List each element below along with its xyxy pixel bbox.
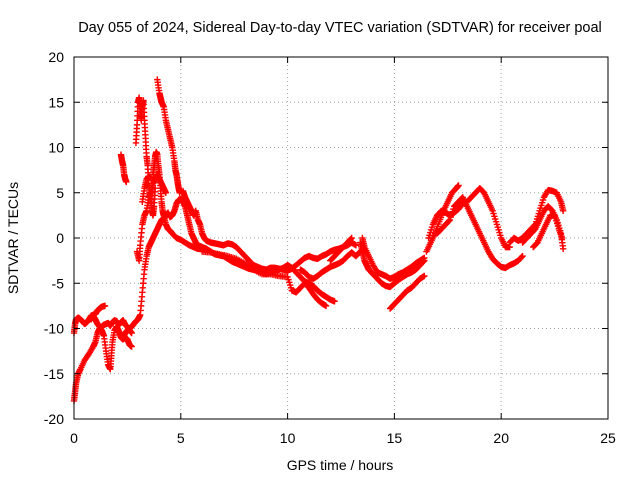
data-point <box>559 207 567 215</box>
series-track-p <box>359 234 428 282</box>
series-track-g <box>133 171 170 264</box>
data-point <box>348 234 355 242</box>
x-tick-label: 25 <box>600 430 616 446</box>
y-tick-label: 20 <box>48 49 64 65</box>
series-track-h <box>139 173 155 205</box>
data-point <box>162 189 170 196</box>
series-track-l <box>198 248 330 310</box>
data-point <box>101 302 109 310</box>
data-point <box>331 298 338 305</box>
y-tick-label: -15 <box>44 366 64 382</box>
series-track-e <box>117 151 130 186</box>
series-track-j <box>154 76 183 196</box>
series-track-t <box>433 194 526 272</box>
data-points <box>70 76 567 405</box>
data-point <box>322 302 330 310</box>
x-tick-label: 10 <box>280 430 296 446</box>
y-axis-label: SDTVAR / TECUs <box>5 182 21 294</box>
data-point <box>559 245 567 253</box>
y-tick-label: 15 <box>48 94 64 110</box>
series-track-f <box>132 94 159 219</box>
series-track-w <box>530 212 566 251</box>
y-tick-label: -10 <box>44 321 64 337</box>
series-track-k <box>179 187 360 274</box>
y-tick-label: 10 <box>48 140 64 156</box>
chart-title: Day 055 of 2024, Sidereal Day-to-day VTE… <box>78 20 602 36</box>
axis-ticks: 0 5 10 15 20 25 -20 -15 -10 -5 0 5 10 15 20 <box>44 49 616 446</box>
data-point <box>123 178 130 186</box>
y-tick-label: 0 <box>56 230 64 246</box>
data-point <box>518 253 525 261</box>
data-point <box>558 234 566 242</box>
data-point <box>519 252 526 260</box>
data-point <box>128 329 135 337</box>
data-point <box>352 242 360 249</box>
data-point <box>147 175 155 182</box>
y-tick-label: -20 <box>44 411 64 427</box>
x-axis-label: GPS time / hours <box>287 457 394 473</box>
data-point <box>455 182 462 189</box>
data-point <box>128 343 135 350</box>
x-tick-label: 5 <box>177 430 185 446</box>
y-tick-label: -5 <box>52 275 65 291</box>
x-tick-label: 0 <box>70 430 78 446</box>
series-track-m <box>297 248 364 282</box>
series-track-u <box>506 186 567 246</box>
series-track-q <box>386 272 428 312</box>
x-tick-label: 15 <box>387 430 403 446</box>
data-point <box>421 272 428 280</box>
x-tick-label: 20 <box>493 430 509 446</box>
data-point <box>347 235 355 243</box>
data-point <box>445 217 453 225</box>
y-tick-label: 5 <box>56 185 64 201</box>
data-point <box>421 254 428 262</box>
series-track-s <box>425 185 513 251</box>
series-track-n <box>327 234 355 264</box>
